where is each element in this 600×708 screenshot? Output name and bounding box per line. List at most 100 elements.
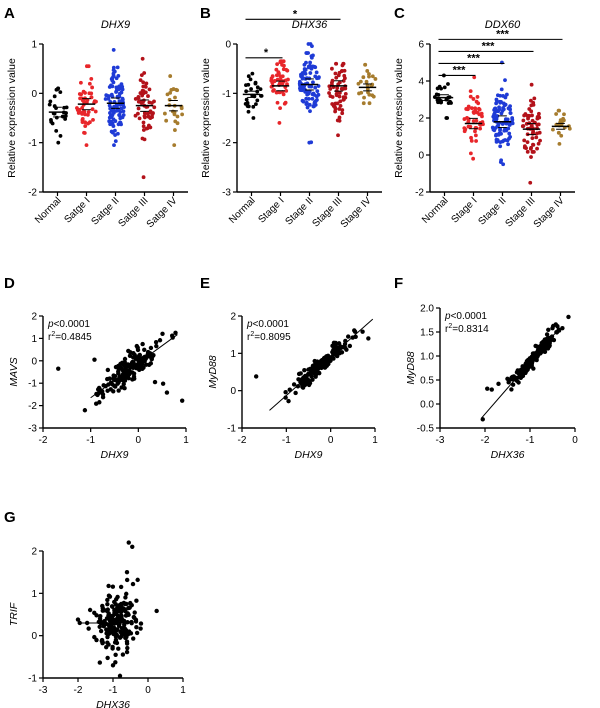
r-squared-label: r2=0.8095	[247, 331, 291, 343]
data-point	[120, 360, 125, 365]
data-point	[173, 330, 178, 335]
data-point	[164, 390, 170, 395]
data-point	[98, 628, 104, 634]
data-point	[499, 158, 504, 163]
data-point	[131, 636, 136, 641]
data-point	[119, 619, 124, 624]
data-point	[120, 652, 126, 657]
data-point	[110, 122, 115, 127]
series-satge-i	[75, 64, 98, 148]
data-point	[101, 383, 106, 388]
data-point	[133, 356, 138, 361]
data-point	[140, 136, 145, 141]
x-tick-label: Stage IV	[532, 195, 567, 230]
data-point	[283, 100, 288, 105]
panel-title: DDX60	[485, 19, 521, 31]
data-point	[304, 51, 309, 56]
data-point	[136, 99, 141, 104]
data-point	[124, 630, 130, 635]
significance-label: ***	[496, 28, 510, 40]
data-point	[141, 80, 146, 85]
data-point	[501, 101, 506, 106]
data-point	[286, 77, 290, 82]
series-normal	[432, 73, 453, 120]
data-point	[478, 126, 483, 131]
data-point	[143, 90, 148, 95]
data-point	[48, 99, 53, 104]
data-point	[530, 136, 535, 141]
y-tick-label: -2	[28, 188, 37, 199]
data-point	[310, 96, 315, 101]
data-point	[120, 87, 125, 92]
y-tick-label: -3	[222, 188, 231, 199]
data-point	[154, 608, 159, 614]
data-point	[297, 79, 302, 84]
data-point	[122, 386, 127, 391]
data-point	[109, 604, 115, 609]
r-squared-label: r2=0.4845	[48, 331, 92, 343]
data-point	[153, 340, 159, 345]
data-point	[148, 345, 154, 351]
data-point	[505, 138, 510, 143]
data-point	[84, 143, 89, 148]
significance-label: ***	[453, 64, 467, 76]
data-point	[119, 601, 124, 607]
x-tick-label: Stage I	[256, 195, 286, 225]
panel-title: DHX36	[292, 19, 328, 31]
data-point	[116, 73, 121, 78]
data-point	[275, 77, 280, 82]
data-point	[496, 381, 501, 387]
data-point	[119, 90, 124, 95]
data-point	[555, 323, 560, 329]
data-point	[285, 68, 290, 73]
data-point	[137, 353, 142, 358]
regression-line	[90, 334, 178, 399]
series-normal	[47, 86, 69, 145]
data-point	[110, 130, 115, 135]
x-tick-label: Satge I	[62, 195, 92, 225]
data-point	[439, 86, 443, 91]
data-point	[121, 381, 126, 387]
significance-label: ***	[482, 40, 496, 52]
data-point	[148, 109, 153, 114]
data-point	[535, 344, 540, 349]
data-point	[360, 329, 365, 334]
x-tick-label: -2	[481, 435, 490, 446]
data-point	[538, 346, 543, 351]
y-tick-label: 1	[230, 349, 236, 360]
data-point	[337, 115, 342, 120]
data-point	[295, 384, 301, 389]
data-point	[130, 544, 135, 549]
data-point	[173, 95, 177, 100]
data-point	[339, 345, 344, 350]
data-point	[58, 134, 63, 138]
data-point	[107, 623, 113, 628]
data-point	[116, 380, 121, 385]
data-point	[124, 649, 130, 655]
data-point	[528, 98, 533, 103]
x-tick-label: Satge IV	[145, 195, 180, 230]
data-point	[485, 386, 490, 391]
data-point	[498, 99, 502, 104]
series-satge-ii	[103, 48, 126, 148]
data-point	[246, 109, 251, 114]
data-point	[269, 78, 274, 83]
data-point	[49, 119, 54, 124]
data-point	[100, 640, 105, 646]
data-point	[122, 622, 127, 627]
data-point	[125, 645, 130, 651]
data-point	[310, 44, 314, 49]
data-point	[479, 111, 484, 116]
data-point	[357, 91, 361, 96]
data-point	[54, 115, 59, 120]
x-tick-label: 0	[328, 435, 334, 446]
series-satge-iv	[162, 74, 185, 148]
regression-line	[481, 328, 560, 419]
data-point	[305, 105, 310, 110]
x-tick-label: Stage IV	[339, 195, 374, 230]
data-point	[302, 67, 307, 71]
data-point	[434, 92, 439, 97]
data-point	[315, 89, 320, 94]
data-point	[171, 87, 176, 91]
x-axis-label: DHX36	[96, 699, 130, 708]
